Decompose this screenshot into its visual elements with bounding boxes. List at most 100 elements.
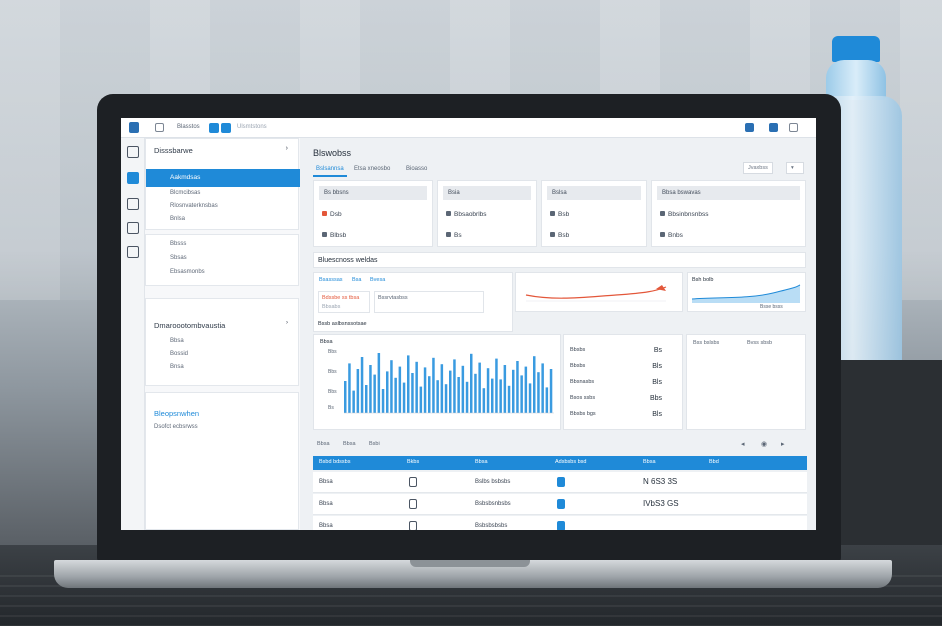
tab-overview[interactable]: Bslsannsa (313, 163, 347, 177)
bar[interactable] (541, 363, 544, 413)
bar[interactable] (457, 377, 460, 413)
prev-page-icon[interactable]: ◂ (741, 441, 745, 448)
bar[interactable] (470, 353, 473, 413)
more-icon[interactable]: › (286, 320, 288, 326)
table-row[interactable]: Bbsa Bslbs bsbsbs N 6S3 3S (313, 472, 807, 493)
page-icon[interactable]: ◉ (761, 441, 768, 448)
bar[interactable] (440, 364, 444, 413)
bar[interactable] (453, 359, 456, 413)
bar[interactable] (365, 385, 368, 413)
bar[interactable] (507, 385, 511, 413)
bar[interactable] (373, 374, 376, 413)
chart-tab-1[interactable]: Bsasssas (319, 277, 343, 283)
side-footer-title[interactable]: Bleopsnwhen (154, 409, 200, 418)
app-logo-icon[interactable] (129, 122, 139, 133)
bar[interactable] (352, 390, 355, 413)
filter-dropdown[interactable]: Jvaxbss (743, 162, 773, 174)
bar[interactable] (549, 369, 553, 413)
toolbar-item[interactable]: Bbsa (317, 441, 330, 447)
breadcrumb[interactable]: Blasstos (177, 124, 200, 130)
bar[interactable] (432, 357, 435, 413)
col-header[interactable]: Bsbd bdssbs (319, 459, 351, 465)
bar[interactable] (495, 358, 498, 413)
table-row[interactable]: Bbsa Bsbsbsnbsbs IVbS3 GS (313, 494, 807, 515)
bar[interactable] (461, 365, 465, 413)
rail-analytics-icon[interactable] (127, 222, 139, 234)
share-icon[interactable] (209, 123, 219, 133)
tab-third[interactable]: Bioasso (406, 166, 428, 172)
kpi-card[interactable]: Bsia Bbsaobrlbs Bs (437, 180, 537, 247)
toolbar-item[interactable]: Bsbi (369, 441, 380, 447)
bar[interactable] (533, 356, 536, 413)
bar[interactable] (465, 381, 469, 413)
bar[interactable] (449, 370, 452, 413)
kpi-card[interactable]: Bslsa Bsb Bsb (541, 180, 647, 247)
kpi-card[interactable]: Bs bbsns Dsb Blbsb (313, 180, 433, 247)
sidebar-item[interactable]: Sbsas (170, 255, 187, 261)
mini-card[interactable]: Bssrvtasbss (374, 291, 484, 313)
bar[interactable] (386, 371, 389, 413)
bar[interactable] (491, 378, 494, 413)
bar[interactable] (411, 373, 414, 413)
bar[interactable] (415, 361, 418, 413)
rail-dashboard-icon[interactable] (127, 172, 139, 184)
col-header[interactable]: Bbsa (475, 459, 488, 465)
bar[interactable] (419, 386, 423, 413)
bar[interactable] (381, 389, 385, 413)
chart-tab-2[interactable]: Bsa (352, 277, 362, 283)
bar[interactable] (428, 376, 431, 413)
rail-reports-icon[interactable] (127, 198, 139, 210)
bar[interactable] (344, 381, 347, 413)
bar[interactable] (356, 369, 360, 413)
mini-card[interactable]: Bdssbe ss tbsa Bbsabs (318, 291, 370, 313)
rail-settings-icon[interactable] (127, 246, 139, 258)
bar[interactable] (444, 384, 448, 413)
bar[interactable] (545, 387, 549, 413)
collapse-icon[interactable]: › (285, 145, 288, 152)
rail-home-icon[interactable] (127, 146, 139, 158)
sidebar-item[interactable]: Rlosnvaterknsbas (170, 203, 218, 209)
col-header[interactable]: Bbd (709, 459, 719, 465)
bar[interactable] (499, 379, 502, 413)
bar[interactable] (486, 368, 490, 413)
bar[interactable] (520, 375, 523, 413)
kpi-card[interactable]: Bbsa bswavas Bbsinbnsnbss Bnbs (651, 180, 806, 247)
user-icon[interactable] (769, 123, 778, 132)
sidebar-item[interactable]: Bossid (170, 351, 189, 357)
table-row[interactable]: Bbsa Bsbsbsbsbs (313, 516, 807, 530)
sidebar-item[interactable]: Bnsa (170, 364, 184, 370)
bar[interactable] (423, 367, 427, 413)
bell-icon[interactable] (745, 123, 754, 132)
bar[interactable] (512, 369, 515, 413)
col-header[interactable]: Adsbsbs bsd (555, 459, 587, 465)
sidebar-item[interactable]: Ebsasmonbs (170, 269, 205, 275)
sparkline-panel-blue[interactable]: Bsh bolb Bsse bsss (687, 272, 806, 312)
bar[interactable] (474, 373, 477, 413)
filter-toggle[interactable]: ▾ (786, 162, 804, 174)
bar[interactable] (407, 355, 410, 413)
sidebar-item[interactable]: Blcmcibsas (170, 190, 201, 196)
bar[interactable] (478, 362, 481, 413)
sidebar-item[interactable]: Bbsss (170, 241, 187, 247)
next-page-icon[interactable]: ▸ (781, 441, 785, 448)
settings-icon[interactable] (789, 123, 798, 132)
bar[interactable] (369, 365, 372, 413)
bar[interactable] (360, 357, 364, 413)
toolbar-item[interactable]: Bbsa (343, 441, 356, 447)
bar[interactable] (402, 382, 406, 413)
bar[interactable] (516, 361, 519, 413)
col-header[interactable]: Bkbs (407, 459, 420, 465)
bar[interactable] (528, 383, 532, 413)
bar[interactable] (377, 353, 381, 413)
bar[interactable] (524, 366, 528, 413)
bar[interactable] (348, 363, 351, 413)
sidebar-item-active[interactable]: Aakmdsas (146, 169, 300, 187)
bar[interactable] (482, 388, 486, 413)
sparkline-panel-red[interactable] (515, 272, 683, 312)
chart-tab-3[interactable]: Bvesa (370, 277, 386, 283)
bar[interactable] (398, 366, 402, 413)
bar[interactable] (537, 372, 540, 413)
sidebar-item[interactable]: Bbsa (170, 338, 184, 344)
bar[interactable] (503, 365, 507, 413)
grid-icon[interactable] (155, 123, 164, 132)
